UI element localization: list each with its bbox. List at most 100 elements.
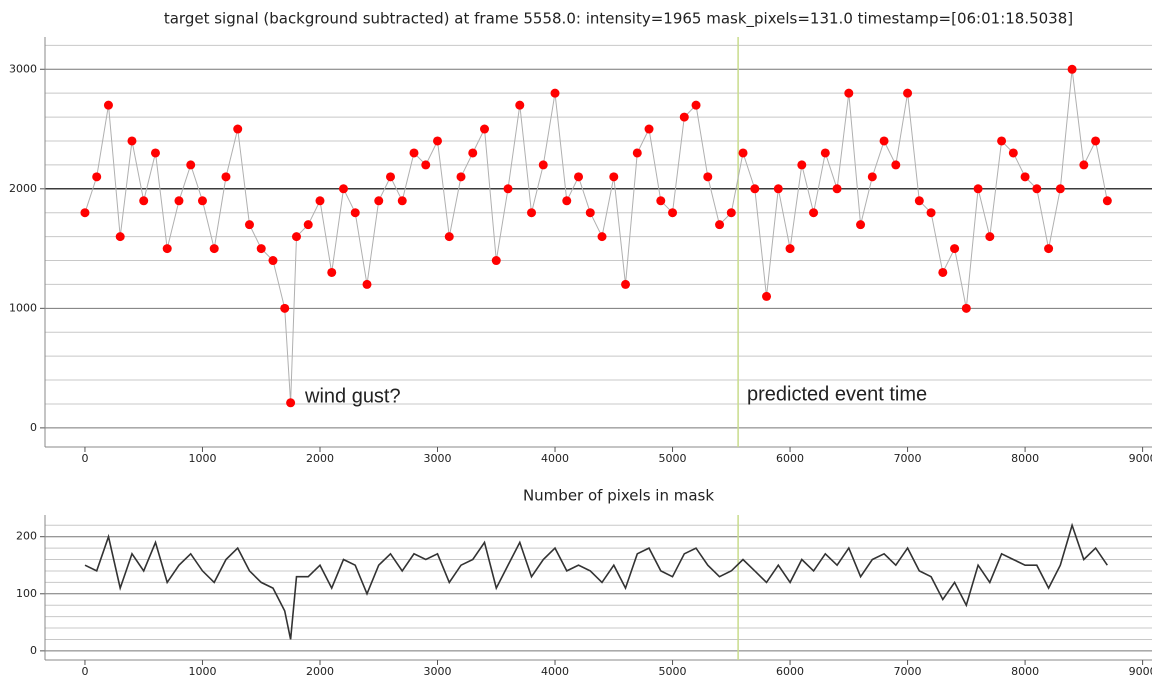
x-tick-label: 1000 <box>188 452 216 465</box>
data-point <box>585 208 595 218</box>
data-point <box>668 208 678 218</box>
data-point <box>162 244 172 254</box>
data-point <box>268 256 278 266</box>
data-point <box>303 220 313 230</box>
data-point <box>961 303 971 313</box>
data-point <box>433 136 443 146</box>
data-point <box>338 184 348 194</box>
x-tick-label: 4000 <box>541 665 569 678</box>
data-point <box>515 100 525 110</box>
data-point <box>139 196 149 206</box>
data-point <box>127 136 137 146</box>
data-point <box>1044 244 1054 254</box>
data-point <box>903 88 913 98</box>
data-point <box>197 196 207 206</box>
data-point <box>150 148 160 158</box>
data-point <box>832 184 842 194</box>
data-point <box>315 196 325 206</box>
x-tick-label: 1000 <box>188 665 216 678</box>
data-point <box>444 232 454 242</box>
data-point <box>856 220 866 230</box>
data-point <box>280 303 290 313</box>
data-point <box>879 136 889 146</box>
chart-title: target signal (background subtracted) at… <box>164 10 1073 29</box>
data-point <box>867 172 877 182</box>
x-tick-label: 3000 <box>424 665 452 678</box>
data-point <box>1079 160 1089 170</box>
data-point <box>938 267 948 277</box>
data-point <box>609 172 619 182</box>
data-point <box>491 256 501 266</box>
data-point <box>286 398 296 408</box>
data-point <box>1102 196 1112 206</box>
data-point <box>538 160 548 170</box>
data-point <box>891 160 901 170</box>
data-point <box>926 208 936 218</box>
data-point <box>644 124 654 134</box>
series-line <box>84 522 1108 640</box>
x-tick-label: 4000 <box>541 452 569 465</box>
x-tick-label: 6000 <box>776 452 804 465</box>
data-point <box>1055 184 1065 194</box>
data-point <box>468 148 478 158</box>
data-point <box>209 244 219 254</box>
data-point <box>421 160 431 170</box>
data-point <box>679 112 689 122</box>
y-tick-label: 2000 <box>9 182 37 195</box>
data-point <box>1032 184 1042 194</box>
data-point <box>985 232 995 242</box>
data-point <box>186 160 196 170</box>
x-tick-label: 5000 <box>659 665 687 678</box>
annotation: predicted event time <box>747 383 927 405</box>
y-tick-label: 0 <box>30 644 37 657</box>
data-point <box>726 208 736 218</box>
x-tick-label: 8000 <box>1011 452 1039 465</box>
x-tick-label: 6000 <box>776 665 804 678</box>
data-point <box>914 196 924 206</box>
y-tick-label: 0 <box>30 421 37 434</box>
x-tick-label: 5000 <box>659 452 687 465</box>
data-point <box>738 148 748 158</box>
data-point <box>656 196 666 206</box>
data-point <box>256 244 266 254</box>
data-point <box>1091 136 1101 146</box>
data-point <box>621 279 631 289</box>
data-point <box>632 148 642 158</box>
data-point <box>480 124 490 134</box>
x-tick-label: 2000 <box>306 452 334 465</box>
x-tick-label: 0 <box>81 665 88 678</box>
data-point <box>809 208 819 218</box>
chart-title: Number of pixels in mask <box>523 487 714 505</box>
data-point <box>773 184 783 194</box>
data-point <box>715 220 725 230</box>
data-point <box>327 267 337 277</box>
data-point <box>221 172 231 182</box>
data-point <box>80 208 90 218</box>
data-point <box>562 196 572 206</box>
data-point <box>762 291 772 301</box>
y-tick-label: 3000 <box>9 62 37 75</box>
data-point <box>362 279 372 289</box>
data-point <box>820 148 830 158</box>
data-point <box>291 232 301 242</box>
data-point <box>244 220 254 230</box>
data-point <box>597 232 607 242</box>
data-point <box>103 100 113 110</box>
data-point <box>574 172 584 182</box>
y-tick-label: 200 <box>16 530 37 543</box>
series-line <box>84 69 1108 403</box>
data-point <box>1020 172 1030 182</box>
data-point <box>950 244 960 254</box>
x-tick-label: 9000 <box>1129 452 1152 465</box>
data-point <box>233 124 243 134</box>
data-point <box>527 208 537 218</box>
data-point <box>703 172 713 182</box>
x-tick-label: 7000 <box>894 452 922 465</box>
x-tick-label: 9000 <box>1129 665 1152 678</box>
data-point <box>844 88 854 98</box>
x-tick-label: 0 <box>81 452 88 465</box>
data-point <box>115 232 125 242</box>
data-point <box>456 172 466 182</box>
data-point <box>92 172 102 182</box>
